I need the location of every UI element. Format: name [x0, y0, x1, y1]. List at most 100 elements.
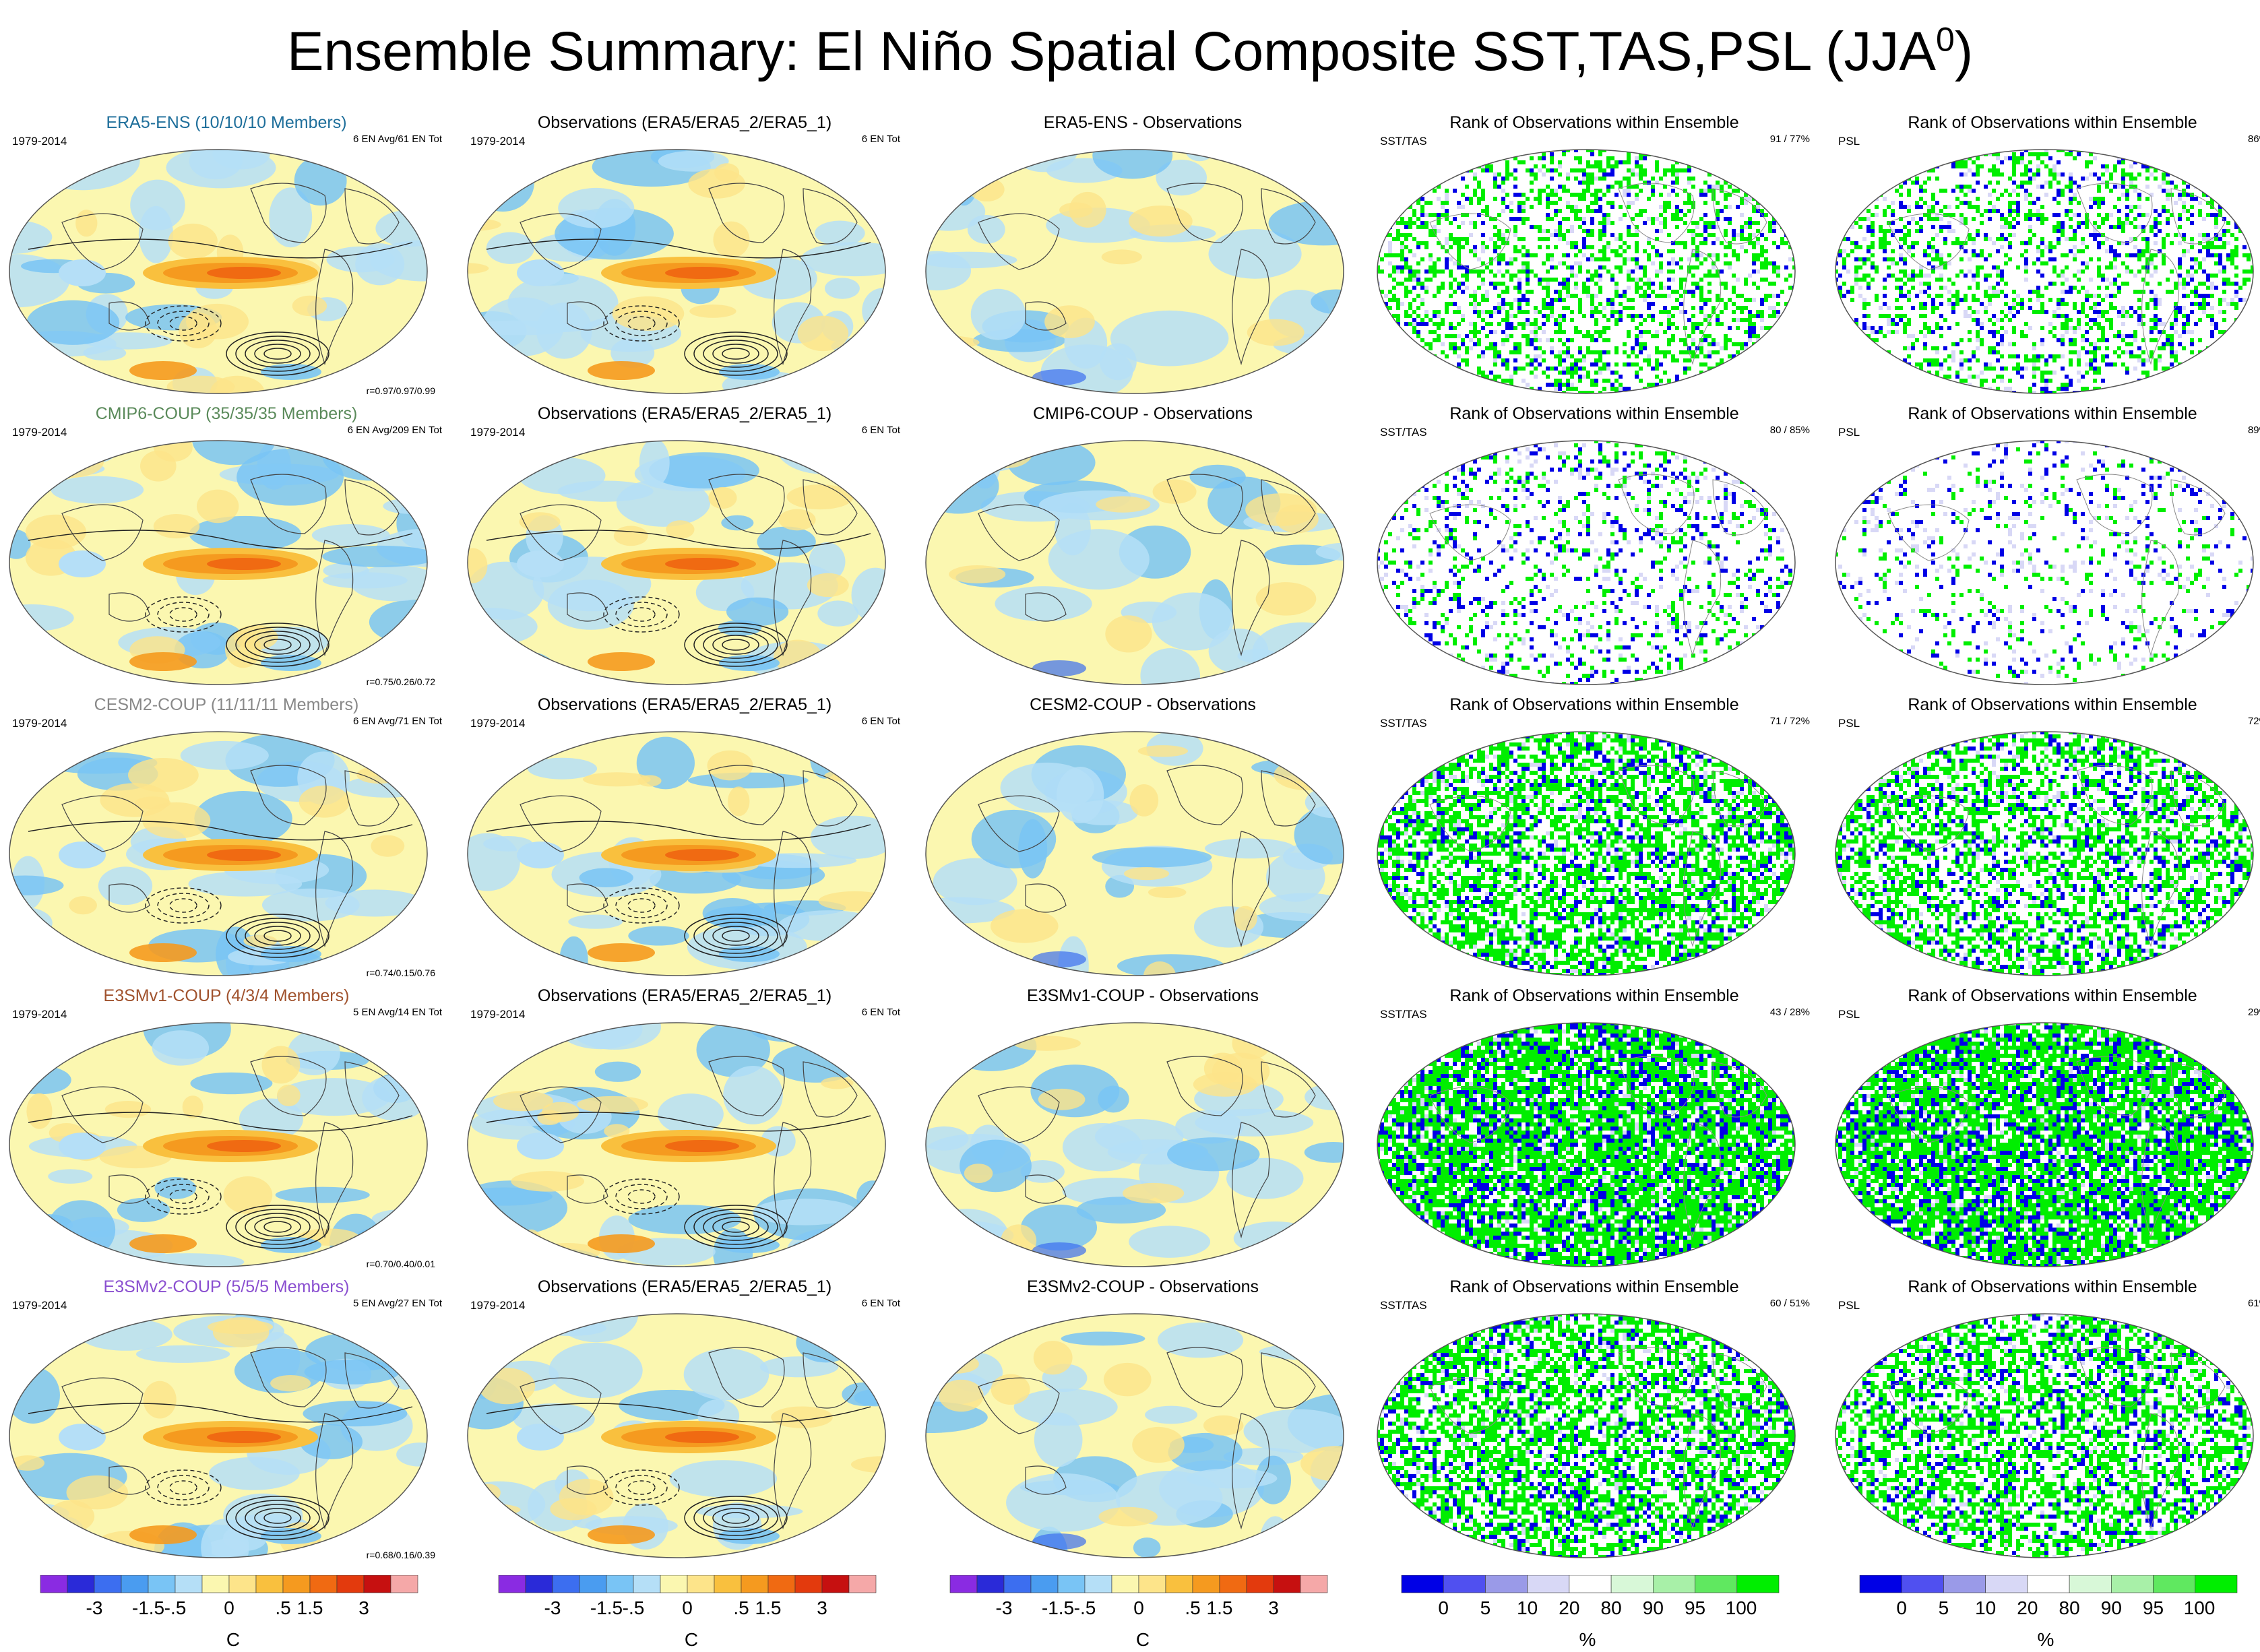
temperature-map — [9, 149, 428, 394]
colorbar-tick-label: -3 — [544, 1597, 561, 1618]
temperature-map — [925, 440, 1344, 685]
colorbar-swatch — [1695, 1575, 1738, 1593]
panel-title: E3SMv2-COUP - Observations — [920, 1277, 1365, 1297]
colorbar-swatch — [821, 1575, 850, 1593]
colorbar-swatch — [1736, 1575, 1780, 1593]
panel-info-label: 29% — [2248, 1007, 2260, 1018]
rank-map — [1377, 731, 1796, 976]
colorbar-swatch — [794, 1575, 823, 1593]
panel-info-label: 6 EN Avg/71 EN Tot — [353, 716, 442, 727]
colorbar-swatch — [2195, 1575, 2238, 1593]
colorbar-swatch — [1300, 1575, 1328, 1593]
temperature-map — [925, 731, 1344, 976]
panel-period-label: 1979-2014 — [12, 717, 67, 730]
panel-r4-c4: Rank of Observations within Ensemble SST/… — [1372, 986, 1817, 1269]
temperature-map — [9, 440, 428, 685]
panel-r4-c1: E3SMv1-COUP (4/3/4 Members) 1979-2014 5 EN… — [4, 986, 449, 1269]
temperature-map — [925, 1313, 1344, 1558]
panel-title: E3SMv1-COUP (4/3/4 Members) — [4, 986, 449, 1006]
colorbar-swatch — [633, 1575, 661, 1593]
panel-info-label: 5 EN Avg/27 EN Tot — [353, 1298, 442, 1309]
panel-period-label: SST/TAS — [1380, 1299, 1427, 1312]
colorbar-tick-label: 10 — [1975, 1597, 1996, 1618]
panel-period-label: 1979-2014 — [12, 1299, 67, 1312]
panel-title: ERA5-ENS (10/10/10 Members) — [4, 113, 449, 133]
rank-map — [1835, 149, 2254, 394]
colorbar-tick-label: 1.5 — [1207, 1597, 1233, 1618]
panel-info-label: 6 EN Tot — [862, 1298, 900, 1309]
rank-map — [1377, 149, 1796, 394]
colorbar-tick-label: 20 — [1559, 1597, 1579, 1618]
colorbar-swatch — [363, 1575, 391, 1593]
colorbar-swatch — [1003, 1575, 1032, 1593]
panel-r5-c3: E3SMv2-COUP - Observations — [920, 1277, 1365, 1560]
colorbar-tick-label: 0 — [1896, 1597, 1907, 1618]
panel-r5-c4: Rank of Observations within Ensemble SST/… — [1372, 1277, 1817, 1560]
colorbar-swatch — [282, 1575, 311, 1593]
panel-period-label: PSL — [1838, 717, 1860, 730]
colorbar-swatch — [255, 1575, 284, 1593]
panel-r4-c5: Rank of Observations within Ensemble PSL 2… — [1830, 986, 2260, 1269]
temperature-map — [925, 149, 1344, 394]
colorbar-swatch — [1246, 1575, 1274, 1593]
colorbar-tick-label: 1.5 — [297, 1597, 323, 1618]
colorbar-swatch — [714, 1575, 742, 1593]
colorbar-tick-label: 20 — [2017, 1597, 2038, 1618]
panel-title: Observations (ERA5/ERA5_2/ERA5_1) — [462, 695, 907, 715]
colorbar-unit-label: % — [1574, 1629, 1601, 1651]
temperature-map — [9, 1022, 428, 1267]
rank-map — [1835, 440, 2254, 685]
panel-r3-c5: Rank of Observations within Ensemble PSL 7… — [1830, 695, 2260, 978]
panel-info-label: 6 EN Tot — [862, 716, 900, 727]
colorbar-swatch — [767, 1575, 796, 1593]
colorbar-swatch — [579, 1575, 607, 1593]
colorbar-tick-label: 1.5 — [755, 1597, 782, 1618]
panel-title: ERA5-ENS - Observations — [920, 113, 1365, 133]
panel-r1-c3: ERA5-ENS - Observations — [920, 113, 1365, 396]
colorbar-swatch — [525, 1575, 553, 1593]
colorbar-tick-label: 90 — [2101, 1597, 2122, 1618]
temperature-map — [467, 1313, 886, 1558]
colorbar-swatch — [1111, 1575, 1139, 1593]
panel-r3-c4: Rank of Observations within Ensemble SST/… — [1372, 695, 1817, 978]
rank-map — [1835, 1313, 2254, 1558]
colorbar-tick-label: -1.5 — [590, 1597, 623, 1618]
colorbar-swatch — [336, 1575, 365, 1593]
colorbar-tick-label: 80 — [1601, 1597, 1622, 1618]
colorbar-tick-label: 90 — [1643, 1597, 1664, 1618]
colorbar-tick-label: .5 — [1185, 1597, 1200, 1618]
panel-info-label: 71 / 72% — [1770, 716, 1810, 727]
colorbar-swatch — [40, 1575, 68, 1593]
colorbar-swatch — [309, 1575, 338, 1593]
pattern-correlation: r=0.74/0.15/0.76 — [367, 967, 435, 978]
colorbar-tick-label: -3 — [86, 1597, 103, 1618]
panel-r5-c1: E3SMv2-COUP (5/5/5 Members) 1979-2014 5 EN… — [4, 1277, 449, 1560]
colorbar-swatch — [606, 1575, 634, 1593]
panel-r3-c1: CESM2-COUP (11/11/11 Members) 1979-2014 6 … — [4, 695, 449, 978]
colorbar-swatch — [848, 1575, 877, 1593]
colorbar-swatch — [1084, 1575, 1112, 1593]
temperature-colorbar: -3 -1.5 -.5 0 .5 1.5 3 — [27, 1575, 431, 1649]
colorbar-tick-label: -3 — [996, 1597, 1013, 1618]
panel-title: Observations (ERA5/ERA5_2/ERA5_1) — [462, 986, 907, 1006]
colorbar-swatch — [390, 1575, 418, 1593]
colorbar-tick-label: -.5 — [623, 1597, 645, 1618]
rank-map — [1835, 1022, 2254, 1267]
colorbar-tick-label: 0 — [224, 1597, 234, 1618]
panel-title: CMIP6-COUP (35/35/35 Members) — [4, 404, 449, 424]
colorbar-swatch — [1165, 1575, 1193, 1593]
colorbar-swatch — [175, 1575, 203, 1593]
panel-title: Rank of Observations within Ensemble — [1372, 404, 1817, 424]
panel-period-label: 1979-2014 — [12, 1008, 67, 1021]
panel-period-label: 1979-2014 — [470, 1299, 525, 1312]
panel-r4-c2: Observations (ERA5/ERA5_2/ERA5_1) 1979-20… — [462, 986, 907, 1269]
panel-title: Rank of Observations within Ensemble — [1372, 113, 1817, 133]
panel-info-label: 5 EN Avg/14 EN Tot — [353, 1007, 442, 1018]
panel-period-label: PSL — [1838, 1008, 1860, 1021]
temperature-map — [467, 731, 886, 976]
colorbar-swatch — [228, 1575, 257, 1593]
panel-title: Rank of Observations within Ensemble — [1372, 695, 1817, 715]
temperature-map — [925, 1022, 1344, 1267]
colorbar-tick-label: -1.5 — [1042, 1597, 1074, 1618]
panel-period-label: SST/TAS — [1380, 135, 1427, 148]
